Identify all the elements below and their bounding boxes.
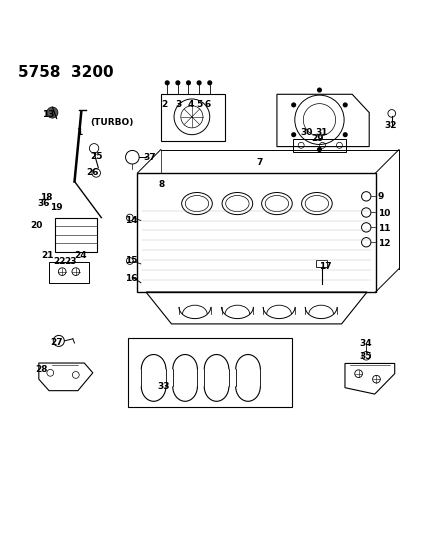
Text: 6: 6 <box>205 100 211 109</box>
Text: 17: 17 <box>319 262 332 271</box>
Text: 19: 19 <box>50 203 63 212</box>
Text: 16: 16 <box>125 274 137 283</box>
Circle shape <box>165 80 170 85</box>
Text: 1: 1 <box>76 128 82 137</box>
Circle shape <box>291 102 296 108</box>
Text: 13: 13 <box>42 110 54 119</box>
Text: 14: 14 <box>125 216 137 225</box>
Text: 20: 20 <box>30 221 43 230</box>
Text: 30: 30 <box>300 128 313 137</box>
Circle shape <box>175 80 181 85</box>
Text: 2: 2 <box>161 100 167 109</box>
Text: 22: 22 <box>53 257 66 266</box>
Bar <box>128 338 292 407</box>
Circle shape <box>196 80 202 85</box>
Text: 4: 4 <box>187 100 194 109</box>
Text: 21: 21 <box>41 251 54 260</box>
Text: 28: 28 <box>36 365 48 374</box>
Text: 11: 11 <box>378 224 390 233</box>
Circle shape <box>207 80 212 85</box>
Circle shape <box>291 132 296 137</box>
Text: 23: 23 <box>64 257 77 266</box>
Text: 32: 32 <box>384 121 397 130</box>
Text: 18: 18 <box>40 193 52 201</box>
Text: 34: 34 <box>360 340 372 349</box>
Text: 26: 26 <box>86 167 99 176</box>
Text: 36: 36 <box>38 199 50 208</box>
Text: 7: 7 <box>256 158 263 167</box>
Text: 35: 35 <box>360 352 372 361</box>
Bar <box>316 260 327 266</box>
Text: 31: 31 <box>315 128 328 137</box>
Text: 8: 8 <box>159 180 165 189</box>
Text: 5: 5 <box>196 100 202 109</box>
Text: 15: 15 <box>125 256 137 265</box>
Text: 5758  3200: 5758 3200 <box>18 64 114 79</box>
Text: 25: 25 <box>90 152 102 161</box>
Text: 29: 29 <box>311 134 324 143</box>
Text: 33: 33 <box>158 382 170 391</box>
Text: 10: 10 <box>378 209 390 218</box>
Circle shape <box>186 80 191 85</box>
Circle shape <box>343 102 348 108</box>
Circle shape <box>343 132 348 137</box>
Circle shape <box>47 107 58 118</box>
Text: 9: 9 <box>378 192 384 201</box>
Text: 27: 27 <box>50 338 63 346</box>
Circle shape <box>317 147 322 152</box>
Text: 3: 3 <box>175 100 181 109</box>
Text: 24: 24 <box>74 251 87 260</box>
Text: (TURBO): (TURBO) <box>91 118 134 127</box>
Circle shape <box>317 87 322 93</box>
Text: 37: 37 <box>143 153 156 161</box>
Text: 12: 12 <box>378 239 390 248</box>
